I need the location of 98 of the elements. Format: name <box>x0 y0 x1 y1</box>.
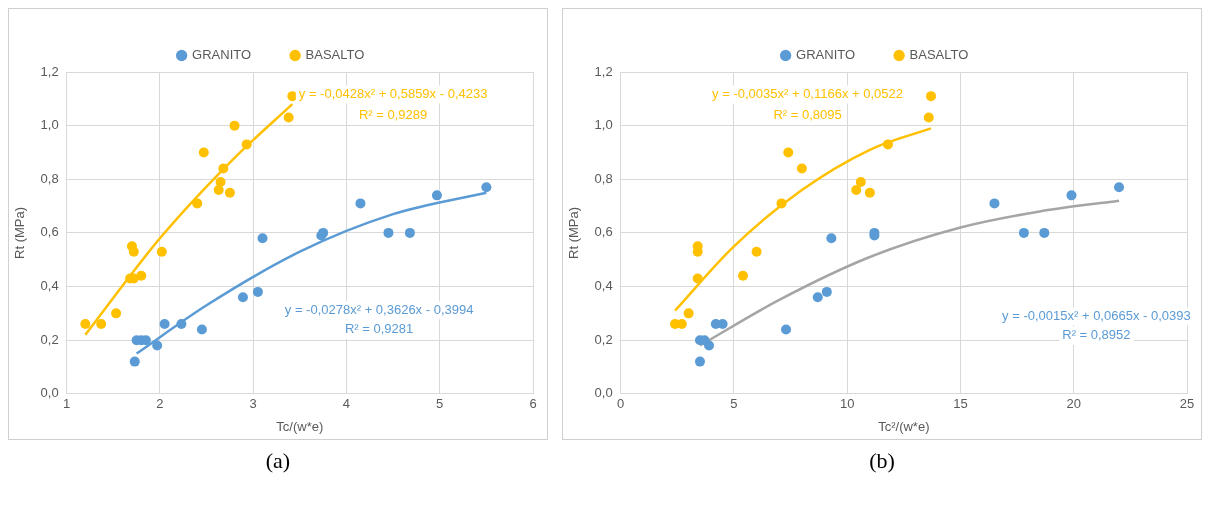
point <box>783 147 794 158</box>
point <box>1114 182 1125 193</box>
point <box>694 356 705 367</box>
point <box>481 182 492 193</box>
point <box>704 340 715 351</box>
point <box>812 292 823 303</box>
point <box>96 319 107 330</box>
point <box>776 198 787 209</box>
point <box>159 319 170 330</box>
point <box>864 187 875 198</box>
annotation: R² = 0,9281 <box>344 321 414 337</box>
text: (b) <box>868 448 896 474</box>
point <box>196 324 207 335</box>
point <box>1039 227 1050 238</box>
point <box>683 308 694 319</box>
point <box>851 184 862 195</box>
point <box>252 286 263 297</box>
point <box>355 198 366 209</box>
point <box>1066 190 1077 201</box>
x-tick-label: 4 <box>342 396 351 412</box>
point <box>923 112 934 123</box>
y-tick-label: 0,8 <box>594 170 613 186</box>
x-tick-label: 5 <box>436 396 444 412</box>
legend-label: BASALTO <box>909 47 969 63</box>
y-axis-title: Rt (MPa) <box>12 206 28 259</box>
legend-label: BASALTO <box>305 47 365 63</box>
x-tick-label: 15 <box>953 396 968 412</box>
y-tick-label: 1,2 <box>594 63 613 79</box>
annotation: R² = 0,9289 <box>358 107 428 123</box>
point <box>152 340 163 351</box>
y-tick-label: 0,4 <box>40 278 59 294</box>
x-axis-title: Tc/(w*e) <box>276 418 324 434</box>
point <box>136 270 147 281</box>
point <box>283 112 294 123</box>
x-tick-label: 1 <box>63 396 71 412</box>
line-series <box>673 127 933 312</box>
point <box>237 292 248 303</box>
y-axis-title: Rt (MPa) <box>566 206 582 259</box>
point <box>751 246 762 257</box>
y-tick-label: 0,8 <box>40 170 59 186</box>
x-tick-label: 25 <box>1179 396 1195 412</box>
y-tick-label: 0,2 <box>40 331 59 347</box>
y-tick-label: 0,2 <box>594 331 613 347</box>
point <box>192 198 203 209</box>
y-tick-label: 0,6 <box>40 224 59 240</box>
y-tick-label: 1,0 <box>594 117 613 133</box>
line-series <box>84 102 294 337</box>
y-tick-label: 0,6 <box>594 224 613 240</box>
point <box>692 273 703 284</box>
annotation: y = -0,0035x² + 0,1166x + 0,0522 <box>712 86 904 102</box>
point <box>926 91 937 102</box>
y-tick-label: 1,2 <box>40 63 59 79</box>
annotation: y = -0,0278x² + 0,3626x - 0,3994 <box>284 301 474 317</box>
annotation: R² = 0,8952 <box>1062 327 1131 343</box>
text: (a) <box>264 448 292 474</box>
point <box>129 356 140 367</box>
point <box>224 187 235 198</box>
legend-label: GRANITO <box>796 47 856 63</box>
x-tick-label: 0 <box>617 396 625 412</box>
point <box>989 198 1000 209</box>
point <box>111 308 122 319</box>
point <box>128 246 139 257</box>
point <box>215 176 226 187</box>
annotation: y = -0,0015x² + 0,0665x - 0,0393 <box>1002 308 1191 324</box>
point <box>218 163 229 174</box>
point <box>176 319 187 330</box>
point <box>213 184 224 195</box>
x-tick-label: 3 <box>249 396 257 412</box>
point <box>882 139 893 150</box>
point <box>781 324 792 335</box>
annotation: R² = 0,8095 <box>773 107 842 123</box>
legend-label: GRANITO <box>192 47 252 63</box>
x-tick-label: 6 <box>529 396 537 412</box>
point <box>156 246 167 257</box>
point <box>229 120 240 131</box>
point <box>826 233 837 244</box>
x-tick-label: 20 <box>1066 396 1081 412</box>
y-tick-label: 0,0 <box>594 385 613 401</box>
point <box>855 176 866 187</box>
point <box>198 147 209 158</box>
point <box>738 270 748 281</box>
x-tick-label: 10 <box>839 396 855 412</box>
point <box>796 163 807 174</box>
x-axis-title: Tc²/(w*e) <box>878 418 930 434</box>
point <box>241 139 252 150</box>
point <box>257 233 268 244</box>
point <box>80 319 91 330</box>
x-tick-label: 2 <box>156 396 164 412</box>
point <box>1018 227 1029 238</box>
point <box>431 190 442 201</box>
point <box>383 227 394 238</box>
point <box>821 286 832 297</box>
point <box>404 227 415 238</box>
y-tick-label: 0,0 <box>40 385 59 401</box>
x-tick-label: 5 <box>730 396 738 412</box>
y-tick-label: 1,0 <box>40 117 59 133</box>
y-tick-label: 0,4 <box>594 278 613 294</box>
annotation: y = -0,0428x² + 0,5859x - 0,4233 <box>298 86 488 102</box>
